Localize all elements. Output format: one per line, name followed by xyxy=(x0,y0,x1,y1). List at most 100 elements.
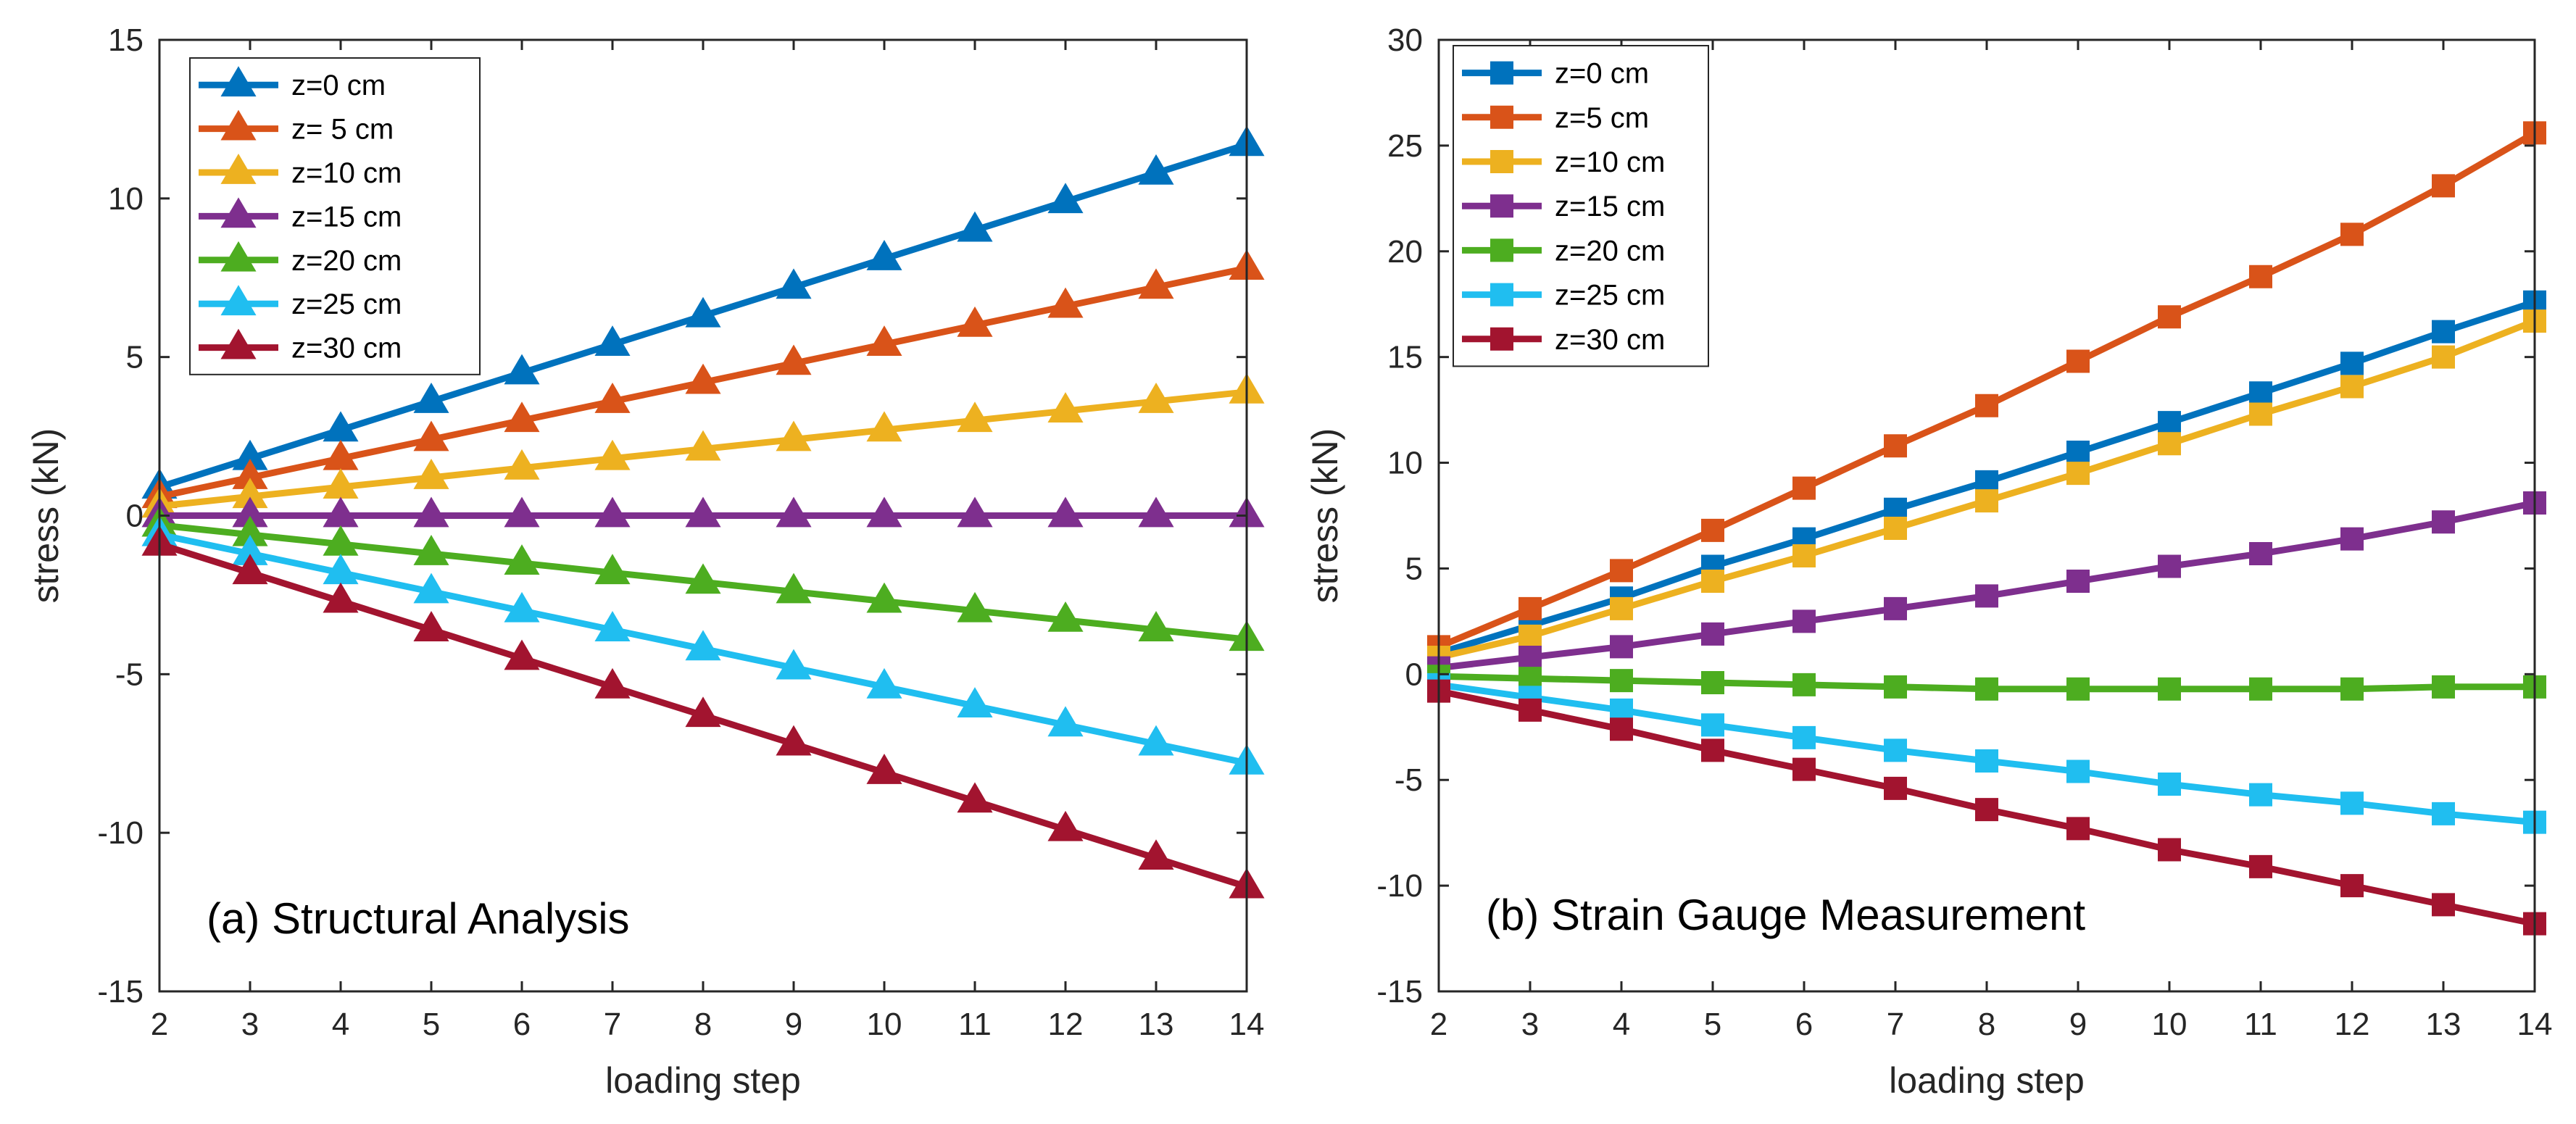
data-point xyxy=(594,554,631,585)
data-point xyxy=(504,591,540,623)
data-point xyxy=(1975,584,1998,608)
x-tick-label: 12 xyxy=(2335,1007,2370,1042)
legend: z=0 cm z= 5 cm z=10 cm z=15 cm z=20 cm z=25 c… xyxy=(189,57,481,375)
data-point xyxy=(1518,645,1542,669)
data-point xyxy=(1975,489,1998,513)
data-point xyxy=(957,591,993,623)
legend-swatch-marker xyxy=(220,154,257,184)
legend-entry: z=25 cm xyxy=(291,288,402,320)
x-tick-label: 7 xyxy=(604,1007,621,1042)
legend-entry: z=30 cm xyxy=(1555,324,1665,356)
data-point xyxy=(1518,698,1542,722)
x-tick-label: 8 xyxy=(694,1007,712,1042)
data-point xyxy=(2158,773,2181,796)
data-point xyxy=(2249,854,2272,878)
data-point xyxy=(685,496,721,528)
legend-entry: z=10 cm xyxy=(1555,146,1665,178)
x-tick-label: 6 xyxy=(513,1007,531,1042)
data-point xyxy=(1138,268,1174,299)
data-point xyxy=(2432,345,2455,369)
x-axis-label: loading step xyxy=(605,1060,801,1101)
data-point xyxy=(1792,725,1816,749)
data-point xyxy=(685,563,721,594)
legend-swatch-marker xyxy=(220,241,257,272)
legend-swatch-marker xyxy=(1490,238,1513,262)
data-point xyxy=(2432,174,2455,198)
y-axis-label: stress (kN) xyxy=(25,428,66,604)
x-tick-label: 3 xyxy=(1521,1007,1539,1042)
data-point xyxy=(1518,624,1542,648)
data-point xyxy=(2249,402,2272,426)
data-point xyxy=(1518,596,1542,620)
x-tick-label: 2 xyxy=(1430,1007,1447,1042)
data-point xyxy=(2158,554,2181,578)
data-point xyxy=(2249,542,2272,566)
data-point xyxy=(685,696,721,728)
data-point xyxy=(2158,838,2181,862)
data-point xyxy=(776,420,812,451)
data-point xyxy=(1792,609,1816,633)
data-point xyxy=(1047,287,1084,318)
x-tick-label: 4 xyxy=(332,1007,349,1042)
data-point xyxy=(1792,544,1816,567)
data-point xyxy=(2432,802,2455,825)
y-tick-label: 10 xyxy=(108,181,144,217)
x-tick-label: 9 xyxy=(785,1007,802,1042)
y-tick-label: -5 xyxy=(115,657,144,692)
legend-entry: z=10 cm xyxy=(291,157,402,189)
y-tick-label: 5 xyxy=(1405,551,1423,586)
data-point xyxy=(1138,611,1174,641)
data-point xyxy=(413,459,449,489)
data-point xyxy=(2158,677,2181,701)
data-point xyxy=(866,411,902,442)
data-point xyxy=(594,325,631,357)
data-point xyxy=(232,554,268,585)
data-point xyxy=(1610,635,1633,659)
data-point xyxy=(2249,381,2272,405)
data-point xyxy=(1884,517,1907,541)
data-point xyxy=(1792,476,1816,500)
data-point xyxy=(413,496,449,528)
legend-entry: z=30 cm xyxy=(291,333,402,365)
panel-title: (a) Structural Analysis xyxy=(207,894,630,943)
data-point xyxy=(685,430,721,461)
data-point xyxy=(1701,518,1724,542)
data-point xyxy=(1701,671,1724,695)
data-point xyxy=(1047,810,1084,841)
y-tick-label: 10 xyxy=(1387,446,1423,481)
data-point xyxy=(504,354,540,385)
data-point xyxy=(2249,783,2272,807)
data-point xyxy=(594,382,631,413)
x-tick-label: 7 xyxy=(1887,1007,1904,1042)
data-point xyxy=(504,401,540,433)
legend-entry: z=0 cm xyxy=(1555,58,1649,90)
data-point xyxy=(866,240,902,270)
data-point xyxy=(1701,738,1724,762)
x-tick-label: 9 xyxy=(2069,1007,2087,1042)
y-tick-label: 30 xyxy=(1387,22,1423,58)
series-z-15-cm xyxy=(141,496,1265,528)
data-point xyxy=(594,611,631,641)
x-tick-label: 5 xyxy=(1704,1007,1721,1042)
series-z-25-cm xyxy=(1427,673,2546,834)
legend-swatch-marker xyxy=(220,328,257,359)
x-tick-label: 13 xyxy=(1139,1007,1174,1042)
data-point xyxy=(1884,776,1907,800)
data-point xyxy=(1792,673,1816,696)
legend-swatch-marker xyxy=(1490,105,1513,129)
data-point xyxy=(413,573,449,604)
data-point xyxy=(776,496,812,528)
legend-swatch-marker xyxy=(220,285,257,316)
series-z-20-cm xyxy=(1427,665,2546,701)
data-point xyxy=(2432,893,2455,917)
data-point xyxy=(413,611,449,641)
x-tick-label: 10 xyxy=(867,1007,902,1042)
data-point xyxy=(594,439,631,470)
data-point xyxy=(2158,411,2181,435)
data-point xyxy=(2340,874,2364,898)
legend-entry: z=15 cm xyxy=(291,201,402,233)
data-point xyxy=(2249,265,2272,288)
data-point xyxy=(413,382,449,413)
legend-entry: z=0 cm xyxy=(291,70,386,101)
